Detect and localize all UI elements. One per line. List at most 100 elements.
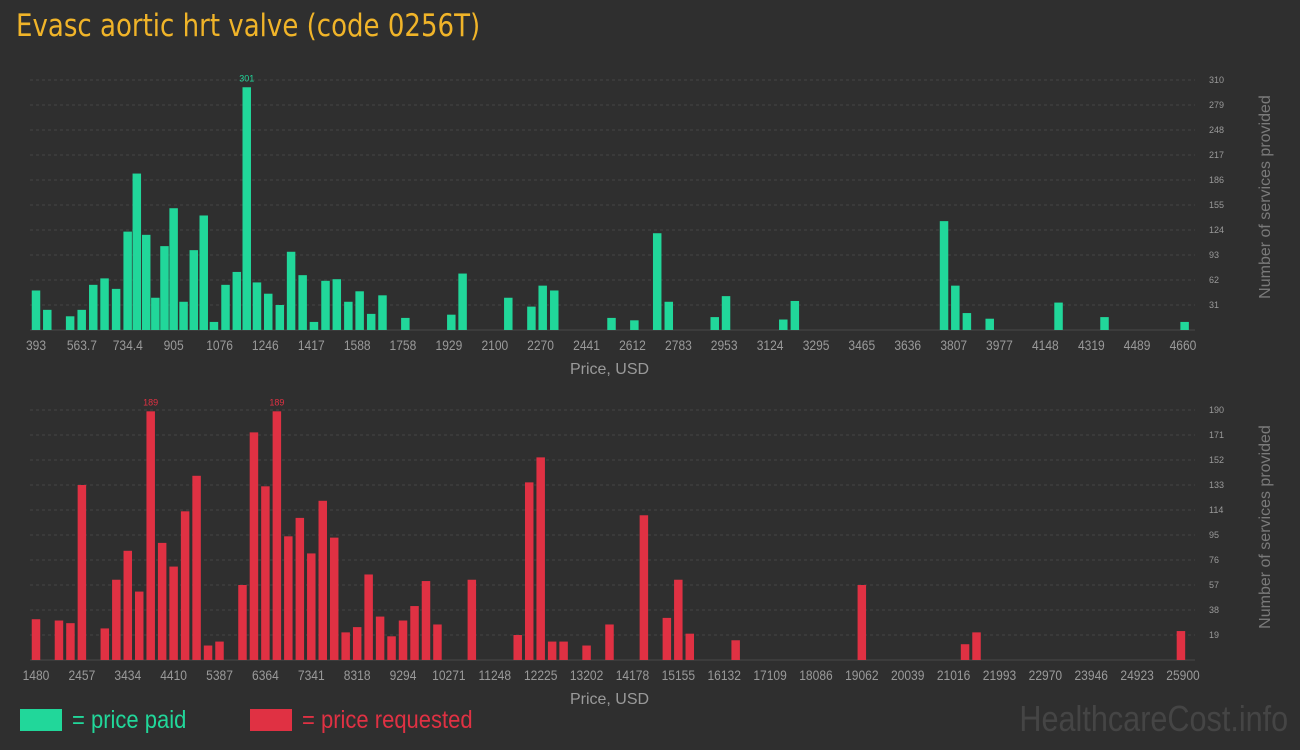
bar xyxy=(321,280,330,330)
bar xyxy=(960,644,970,660)
x-axis-title: Price, USD xyxy=(570,691,649,708)
x-tick-label: 1417 xyxy=(298,337,325,353)
bar xyxy=(527,306,536,330)
bar xyxy=(387,636,396,660)
bar xyxy=(458,273,467,330)
x-tick-label: 9294 xyxy=(390,667,417,683)
x-tick-label: 1480 xyxy=(23,667,50,683)
y-tick-label: 38 xyxy=(1209,605,1219,615)
x-tick-label: 17109 xyxy=(753,667,786,683)
bar xyxy=(31,290,41,330)
bar xyxy=(951,285,960,330)
x-tick-label: 3807 xyxy=(940,337,967,353)
bar xyxy=(985,318,994,330)
bar xyxy=(264,293,273,330)
x-tick-label: 4319 xyxy=(1078,337,1105,353)
bar xyxy=(504,297,513,330)
bar xyxy=(550,290,559,330)
bar xyxy=(89,284,98,330)
bar xyxy=(65,316,75,330)
bar xyxy=(77,309,86,330)
x-tick-label: 1076 xyxy=(206,337,233,353)
bar xyxy=(123,231,132,330)
bar xyxy=(160,246,169,330)
y-tick-label: 279 xyxy=(1209,100,1224,110)
y-tick-label: 310 xyxy=(1209,75,1224,85)
legend-paid-label: = price paid xyxy=(72,705,187,734)
bar xyxy=(857,585,867,660)
bar xyxy=(272,411,282,660)
bar xyxy=(341,632,350,660)
y-axis-title: Number of services provided xyxy=(1257,425,1274,629)
y-tick-label: 217 xyxy=(1209,150,1224,160)
x-tick-label: 19062 xyxy=(845,667,878,683)
bar xyxy=(66,623,75,660)
bar xyxy=(582,645,591,660)
x-tick-label: 2441 xyxy=(573,337,600,353)
bar xyxy=(607,317,616,330)
y-tick-label: 248 xyxy=(1209,125,1224,135)
bar xyxy=(524,482,534,660)
bar xyxy=(192,475,201,660)
x-tick-label: 1246 xyxy=(252,337,279,353)
bar xyxy=(547,641,557,660)
x-tick-label: 3977 xyxy=(986,337,1013,353)
x-tick-label: 4489 xyxy=(1124,337,1151,353)
bar xyxy=(284,536,293,660)
legend-paid-swatch xyxy=(20,709,62,731)
y-tick-label: 62 xyxy=(1209,275,1219,285)
bar xyxy=(538,285,547,330)
bar xyxy=(134,591,144,660)
x-tick-label: 20039 xyxy=(891,667,924,683)
bar xyxy=(375,616,385,660)
x-tick-label: 13202 xyxy=(570,667,603,683)
bar xyxy=(180,511,190,660)
y-tick-label: 76 xyxy=(1209,555,1219,565)
bar xyxy=(169,566,178,660)
bar xyxy=(652,233,662,330)
bar xyxy=(664,301,674,330)
bar xyxy=(344,301,353,330)
x-tick-label: 905 xyxy=(164,337,184,353)
x-tick-label: 16132 xyxy=(707,667,740,683)
bar xyxy=(54,620,64,660)
bar xyxy=(467,579,477,660)
bar xyxy=(298,275,307,330)
bar xyxy=(31,619,41,660)
bar xyxy=(639,515,649,660)
legend-requested-label: = price requested xyxy=(302,705,473,734)
x-tick-label: 2783 xyxy=(665,337,692,353)
x-tick-label: 15155 xyxy=(662,667,695,683)
bar xyxy=(721,296,731,330)
y-tick-label: 95 xyxy=(1209,530,1219,540)
x-tick-label: 734.4 xyxy=(113,337,143,353)
x-tick-label: 11248 xyxy=(479,667,512,683)
y-tick-label: 93 xyxy=(1209,250,1219,260)
x-tick-label: 3465 xyxy=(848,337,875,353)
bar xyxy=(132,173,142,330)
bar xyxy=(238,585,247,660)
x-tick-label: 12225 xyxy=(524,667,557,683)
bar xyxy=(189,250,199,330)
bar xyxy=(221,284,230,330)
bar xyxy=(179,301,188,330)
chart-title: Evasc aortic hrt valve (code 0256T) xyxy=(16,8,481,44)
bar xyxy=(100,278,109,330)
bar xyxy=(972,632,981,660)
bar xyxy=(252,282,262,330)
bar xyxy=(146,411,155,660)
y-tick-label: 155 xyxy=(1209,200,1224,210)
bar xyxy=(318,500,327,660)
bar xyxy=(1180,321,1189,330)
y-tick-label: 124 xyxy=(1209,225,1224,235)
bar xyxy=(662,617,672,660)
y-tick-label: 19 xyxy=(1209,630,1219,640)
bar xyxy=(309,321,319,330)
x-tick-label: 21016 xyxy=(937,667,970,683)
watermark: HealthcareCost.info xyxy=(1019,698,1288,739)
bar-value-label: 301 xyxy=(239,73,254,83)
x-tick-label: 3434 xyxy=(114,667,141,683)
x-tick-label: 23946 xyxy=(1074,667,1107,683)
bar xyxy=(209,321,219,330)
bar xyxy=(605,624,614,660)
